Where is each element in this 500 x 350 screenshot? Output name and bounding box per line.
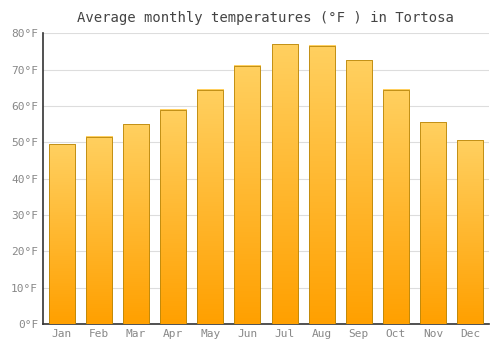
- Bar: [48, 144, 74, 324]
- Bar: [458, 140, 483, 324]
- Title: Average monthly temperatures (°F ) in Tortosa: Average monthly temperatures (°F ) in To…: [78, 11, 454, 25]
- Bar: [458, 140, 483, 324]
- Bar: [272, 44, 297, 324]
- Bar: [197, 90, 223, 324]
- Bar: [383, 90, 409, 324]
- Bar: [197, 90, 223, 324]
- Bar: [346, 61, 372, 324]
- Bar: [86, 137, 112, 324]
- Bar: [272, 44, 297, 324]
- Bar: [308, 46, 334, 324]
- Bar: [123, 124, 149, 324]
- Bar: [420, 122, 446, 324]
- Bar: [420, 122, 446, 324]
- Bar: [308, 46, 334, 324]
- Bar: [48, 144, 74, 324]
- Bar: [346, 61, 372, 324]
- Bar: [234, 66, 260, 324]
- Bar: [383, 90, 409, 324]
- Bar: [160, 110, 186, 324]
- Bar: [160, 110, 186, 324]
- Bar: [234, 66, 260, 324]
- Bar: [123, 124, 149, 324]
- Bar: [86, 137, 112, 324]
